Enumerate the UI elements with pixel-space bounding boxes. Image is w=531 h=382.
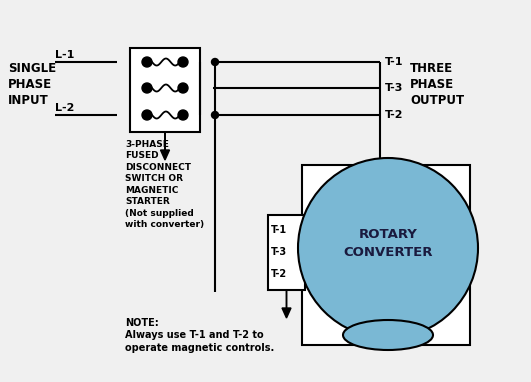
FancyArrow shape xyxy=(282,290,291,318)
Text: T-3: T-3 xyxy=(271,247,287,257)
Text: NOTE:
Always use T-1 and T-2 to
operate magnetic controls.: NOTE: Always use T-1 and T-2 to operate … xyxy=(125,318,274,353)
Circle shape xyxy=(178,83,188,93)
Circle shape xyxy=(142,110,152,120)
FancyArrow shape xyxy=(160,132,169,160)
Text: T-2: T-2 xyxy=(385,110,404,120)
Text: T-2: T-2 xyxy=(271,269,287,279)
Circle shape xyxy=(178,57,188,67)
Bar xyxy=(302,165,470,345)
Text: T-3: T-3 xyxy=(385,83,404,93)
Text: 3-PHASE
FUSED
DISCONNECT
SWITCH OR
MAGNETIC
STARTER
(Not supplied
with converter: 3-PHASE FUSED DISCONNECT SWITCH OR MAGNE… xyxy=(125,140,204,229)
Text: L-1: L-1 xyxy=(55,50,74,60)
Circle shape xyxy=(211,58,218,65)
Bar xyxy=(130,48,200,132)
Bar xyxy=(268,215,305,290)
Text: T-1: T-1 xyxy=(385,57,404,67)
Circle shape xyxy=(142,57,152,67)
Text: L-2: L-2 xyxy=(55,103,74,113)
Text: THREE
PHASE
OUTPUT: THREE PHASE OUTPUT xyxy=(410,63,464,107)
Text: SINGLE
PHASE
INPUT: SINGLE PHASE INPUT xyxy=(8,63,56,107)
Circle shape xyxy=(142,83,152,93)
Circle shape xyxy=(298,158,478,338)
Text: T-1: T-1 xyxy=(271,225,287,235)
Ellipse shape xyxy=(343,320,433,350)
Text: ROTARY
CONVERTER: ROTARY CONVERTER xyxy=(343,228,433,259)
Circle shape xyxy=(211,112,218,118)
Circle shape xyxy=(178,110,188,120)
